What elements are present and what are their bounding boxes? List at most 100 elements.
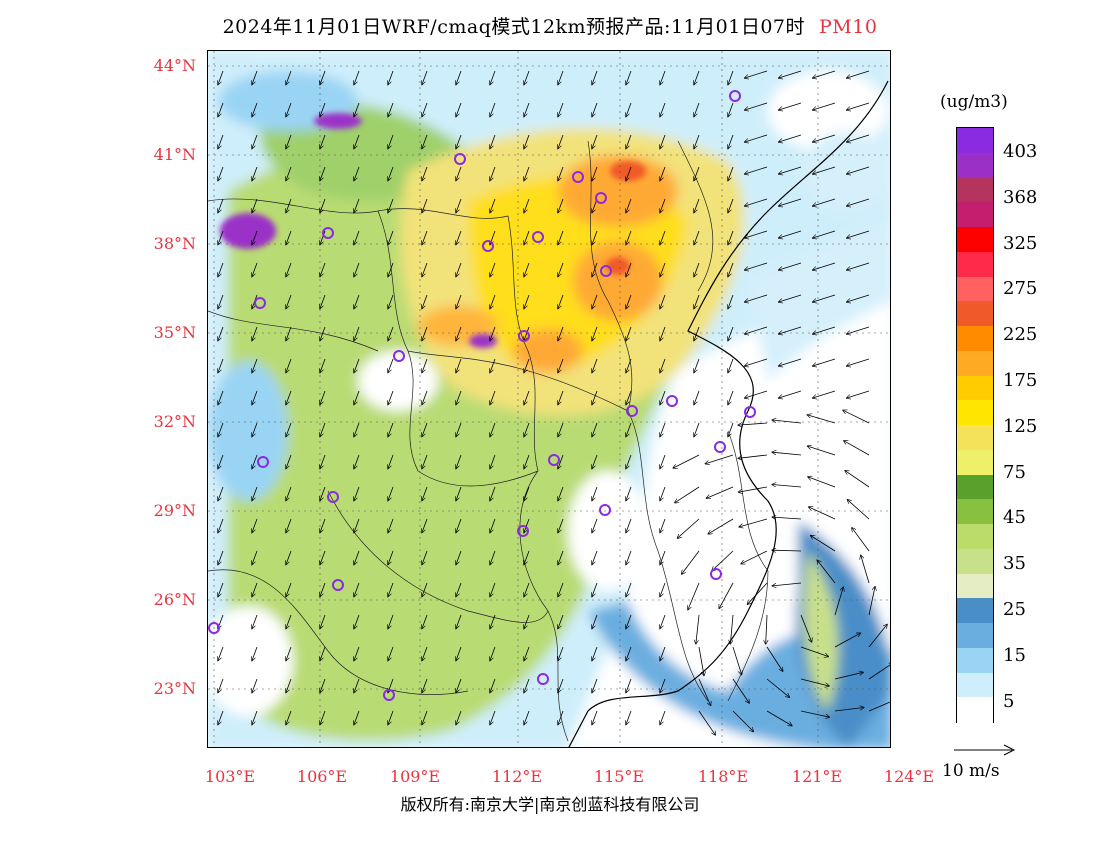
wind-arrow	[354, 614, 360, 629]
wind-arrow	[779, 358, 802, 366]
wind-arrow	[800, 710, 829, 717]
wind-arrow	[524, 422, 530, 437]
wind-arrow	[807, 415, 836, 424]
wind-arrow	[490, 198, 496, 213]
wind-arrow	[422, 166, 428, 181]
wind-arrow	[813, 134, 836, 142]
wind-arrow	[728, 134, 734, 149]
wind-arrow	[694, 390, 700, 405]
wind-arrow	[748, 582, 768, 604]
wind-arrow	[694, 294, 700, 309]
wind-arrow	[592, 70, 598, 85]
wind-arrow	[252, 102, 258, 117]
wind-arrow	[320, 262, 326, 277]
wind-arrow	[558, 678, 564, 693]
wind-arrow	[524, 134, 530, 149]
wind-arrow	[252, 230, 258, 245]
wind-arrow	[218, 678, 224, 693]
wind-arrow	[490, 262, 496, 277]
wind-arrow	[456, 454, 462, 469]
wind-arrow	[524, 518, 530, 533]
concentration-field	[208, 51, 890, 747]
wind-arrow	[847, 102, 870, 110]
wind-arrow	[218, 486, 224, 501]
wind-arrow	[558, 646, 564, 661]
wind-arrow	[626, 294, 632, 309]
wind-arrow	[779, 166, 802, 174]
wind-arrow	[847, 198, 870, 206]
wind-arrow	[626, 262, 632, 277]
lat-label-41: 41°N	[153, 145, 196, 164]
lat-label-29: 29°N	[153, 501, 196, 520]
wind-arrow	[218, 134, 224, 149]
colorbar-swatch	[957, 350, 993, 376]
wind-arrow	[320, 358, 326, 373]
wind-arrow	[218, 230, 224, 245]
wind-arrow	[354, 486, 360, 501]
wind-arrow	[456, 582, 462, 597]
wind-arrow	[388, 134, 394, 149]
wind-arrow	[779, 198, 802, 206]
wind-arrow	[286, 358, 292, 373]
wind-arrow	[779, 70, 802, 78]
wind-arrow	[779, 326, 802, 334]
wind-arrow	[728, 262, 734, 277]
wind-arrow	[660, 582, 666, 597]
wind-arrow	[848, 500, 870, 520]
pm10-concentration-map[interactable]	[207, 50, 891, 748]
wind-arrow	[320, 710, 326, 725]
wind-arrow	[388, 518, 394, 533]
lon-label-121: 121°E	[791, 767, 843, 786]
province-boundaries	[208, 140, 769, 742]
lon-label-112: 112°E	[491, 767, 543, 786]
wind-arrow	[388, 422, 394, 437]
colorbar-tick-label: 275	[1003, 278, 1038, 300]
colorbar-swatch	[957, 449, 993, 475]
wind-arrow	[218, 710, 224, 725]
wind-arrow	[252, 550, 258, 565]
wind-arrow	[320, 390, 326, 405]
wind-arrow	[422, 198, 428, 213]
lon-label-124: 124°E	[883, 767, 935, 786]
wind-arrow	[660, 710, 666, 725]
colorbar-swatch	[957, 524, 993, 550]
wind-arrow	[422, 422, 428, 437]
wind-arrow	[694, 134, 700, 149]
wind-arrow	[660, 678, 666, 693]
wind-arrow	[286, 262, 292, 277]
wind-arrow	[626, 710, 632, 725]
map-canvas	[208, 51, 890, 747]
wind-arrow	[800, 614, 812, 642]
wind-arrow	[524, 102, 530, 117]
wind-arrow	[626, 614, 632, 629]
wind-arrow	[490, 102, 496, 117]
wind-arrow	[626, 70, 632, 85]
wind-arrow	[558, 294, 564, 309]
wind-arrow	[813, 262, 836, 270]
colorbar-swatch	[957, 251, 993, 277]
wind-arrow	[252, 358, 258, 373]
wind-arrow	[592, 614, 598, 629]
wind-arrow	[320, 198, 326, 213]
wind-arrow	[490, 390, 496, 405]
colorbar-tick-label: 125	[1003, 415, 1038, 437]
wind-legend-label: 10 m/s	[942, 761, 1000, 781]
lat-label-26: 26°N	[153, 590, 196, 609]
wind-arrow	[868, 625, 887, 648]
wind-arrow	[626, 486, 632, 501]
wind-arrow	[388, 166, 394, 181]
wind-arrow	[422, 710, 428, 725]
wind-arrow	[626, 550, 632, 565]
colorbar-swatch	[957, 623, 993, 649]
wind-arrow	[852, 528, 870, 552]
wind-arrow	[422, 518, 428, 533]
wind-arrow	[422, 294, 428, 309]
wind-arrow	[800, 646, 828, 657]
wind-arrow	[524, 166, 530, 181]
wind-arrow	[779, 262, 802, 270]
wind-arrow	[252, 454, 258, 469]
wind-arrow	[524, 710, 530, 725]
wind-arrow	[490, 422, 496, 437]
wind-arrow	[779, 294, 802, 302]
wind-arrow	[834, 708, 864, 712]
